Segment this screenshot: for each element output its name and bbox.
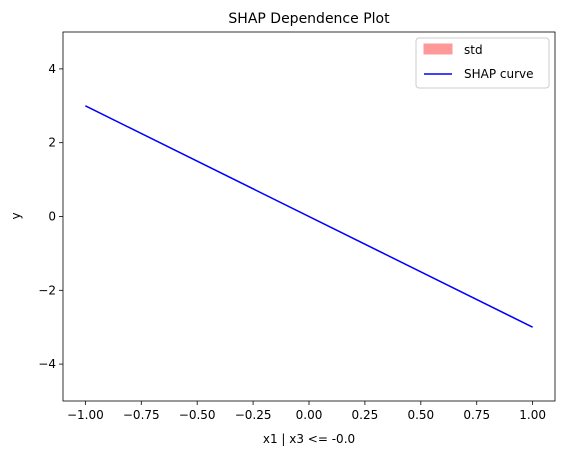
x-axis-label: x1 | x3 <= -0.0 — [263, 432, 355, 446]
legend-label-std: std — [464, 43, 483, 57]
y-tick-label: −4 — [38, 357, 56, 371]
x-axis-ticks: −1.00 −0.75 −0.50 −0.25 0.00 0.25 0.50 0.75 1.00 — [67, 401, 546, 422]
legend-label-shap-curve: SHAP curve — [464, 67, 534, 81]
y-axis-ticks: −4 −2 0 2 4 — [38, 62, 63, 371]
shap-curve-line — [85, 105, 533, 328]
x-tick-label: 0.50 — [407, 408, 434, 422]
x-tick-label: −0.75 — [123, 408, 160, 422]
x-tick-label: 1.00 — [519, 408, 546, 422]
legend-swatch-std — [423, 43, 453, 55]
x-tick-label: 0.00 — [296, 408, 323, 422]
y-tick-label: −2 — [38, 283, 56, 297]
y-tick-label: 4 — [48, 62, 56, 76]
x-tick-label: 0.25 — [352, 408, 379, 422]
x-tick-label: −1.00 — [67, 408, 104, 422]
legend: std SHAP curve — [415, 37, 550, 89]
x-tick-label: −0.25 — [235, 408, 272, 422]
y-axis-label: y — [9, 212, 23, 219]
chart-title: SHAP Dependence Plot — [228, 11, 390, 27]
series-layer — [85, 105, 533, 328]
x-tick-label: −0.50 — [179, 408, 216, 422]
y-tick-label: 2 — [48, 136, 56, 150]
y-tick-label: 0 — [48, 210, 56, 224]
x-tick-label: 0.75 — [463, 408, 490, 422]
